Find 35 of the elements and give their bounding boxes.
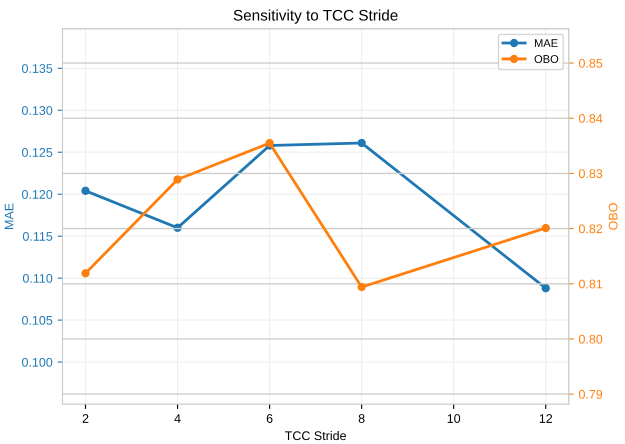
y-tick-label: 0.130	[22, 106, 52, 115]
point	[81, 186, 90, 196]
point	[542, 284, 550, 292]
y-tick-label: 0.115	[22, 232, 52, 241]
legend-label: MAE	[534, 39, 558, 47]
y2-tick-label: 0.79	[578, 390, 602, 399]
y2-tick-label: 0.81	[578, 280, 602, 288]
y-tick-label: 0.110	[22, 274, 52, 283]
x-tick-label: 8	[358, 414, 365, 423]
point	[81, 269, 90, 278]
point	[265, 138, 274, 148]
x-tick-label: 10	[448, 414, 460, 423]
y-tick-label: 0.100	[22, 358, 52, 367]
point	[357, 138, 366, 148]
legend-label: OBO	[534, 55, 558, 63]
point	[542, 224, 550, 232]
y-tick-label: 0.125	[22, 148, 52, 157]
y-axis-title: MAE	[4, 203, 14, 229]
chart-title: Sensitivity to TCC Stride	[234, 9, 398, 24]
y-tick-label: 0.105	[22, 316, 52, 325]
x-axis-title: TCC Stride	[285, 430, 346, 440]
x-tick-label: 4	[174, 414, 181, 423]
y-tick-label: 0.135	[22, 64, 52, 73]
y2-tick-label: 0.83	[578, 169, 602, 178]
x-tick-label: 12	[540, 414, 552, 423]
x-tick-label: 6	[266, 414, 273, 423]
point	[173, 175, 182, 184]
y2-tick-label: 0.82	[578, 224, 602, 234]
y2-axis-title: OBO	[608, 203, 618, 230]
y2-tick-label: 0.84	[578, 114, 602, 123]
y-tick-label: 0.120	[22, 190, 52, 199]
x-tick-label: 2	[82, 414, 88, 423]
point	[357, 282, 366, 292]
y2-tick-label: 0.85	[578, 58, 602, 68]
y2-tick-label: 0.80	[578, 334, 602, 344]
